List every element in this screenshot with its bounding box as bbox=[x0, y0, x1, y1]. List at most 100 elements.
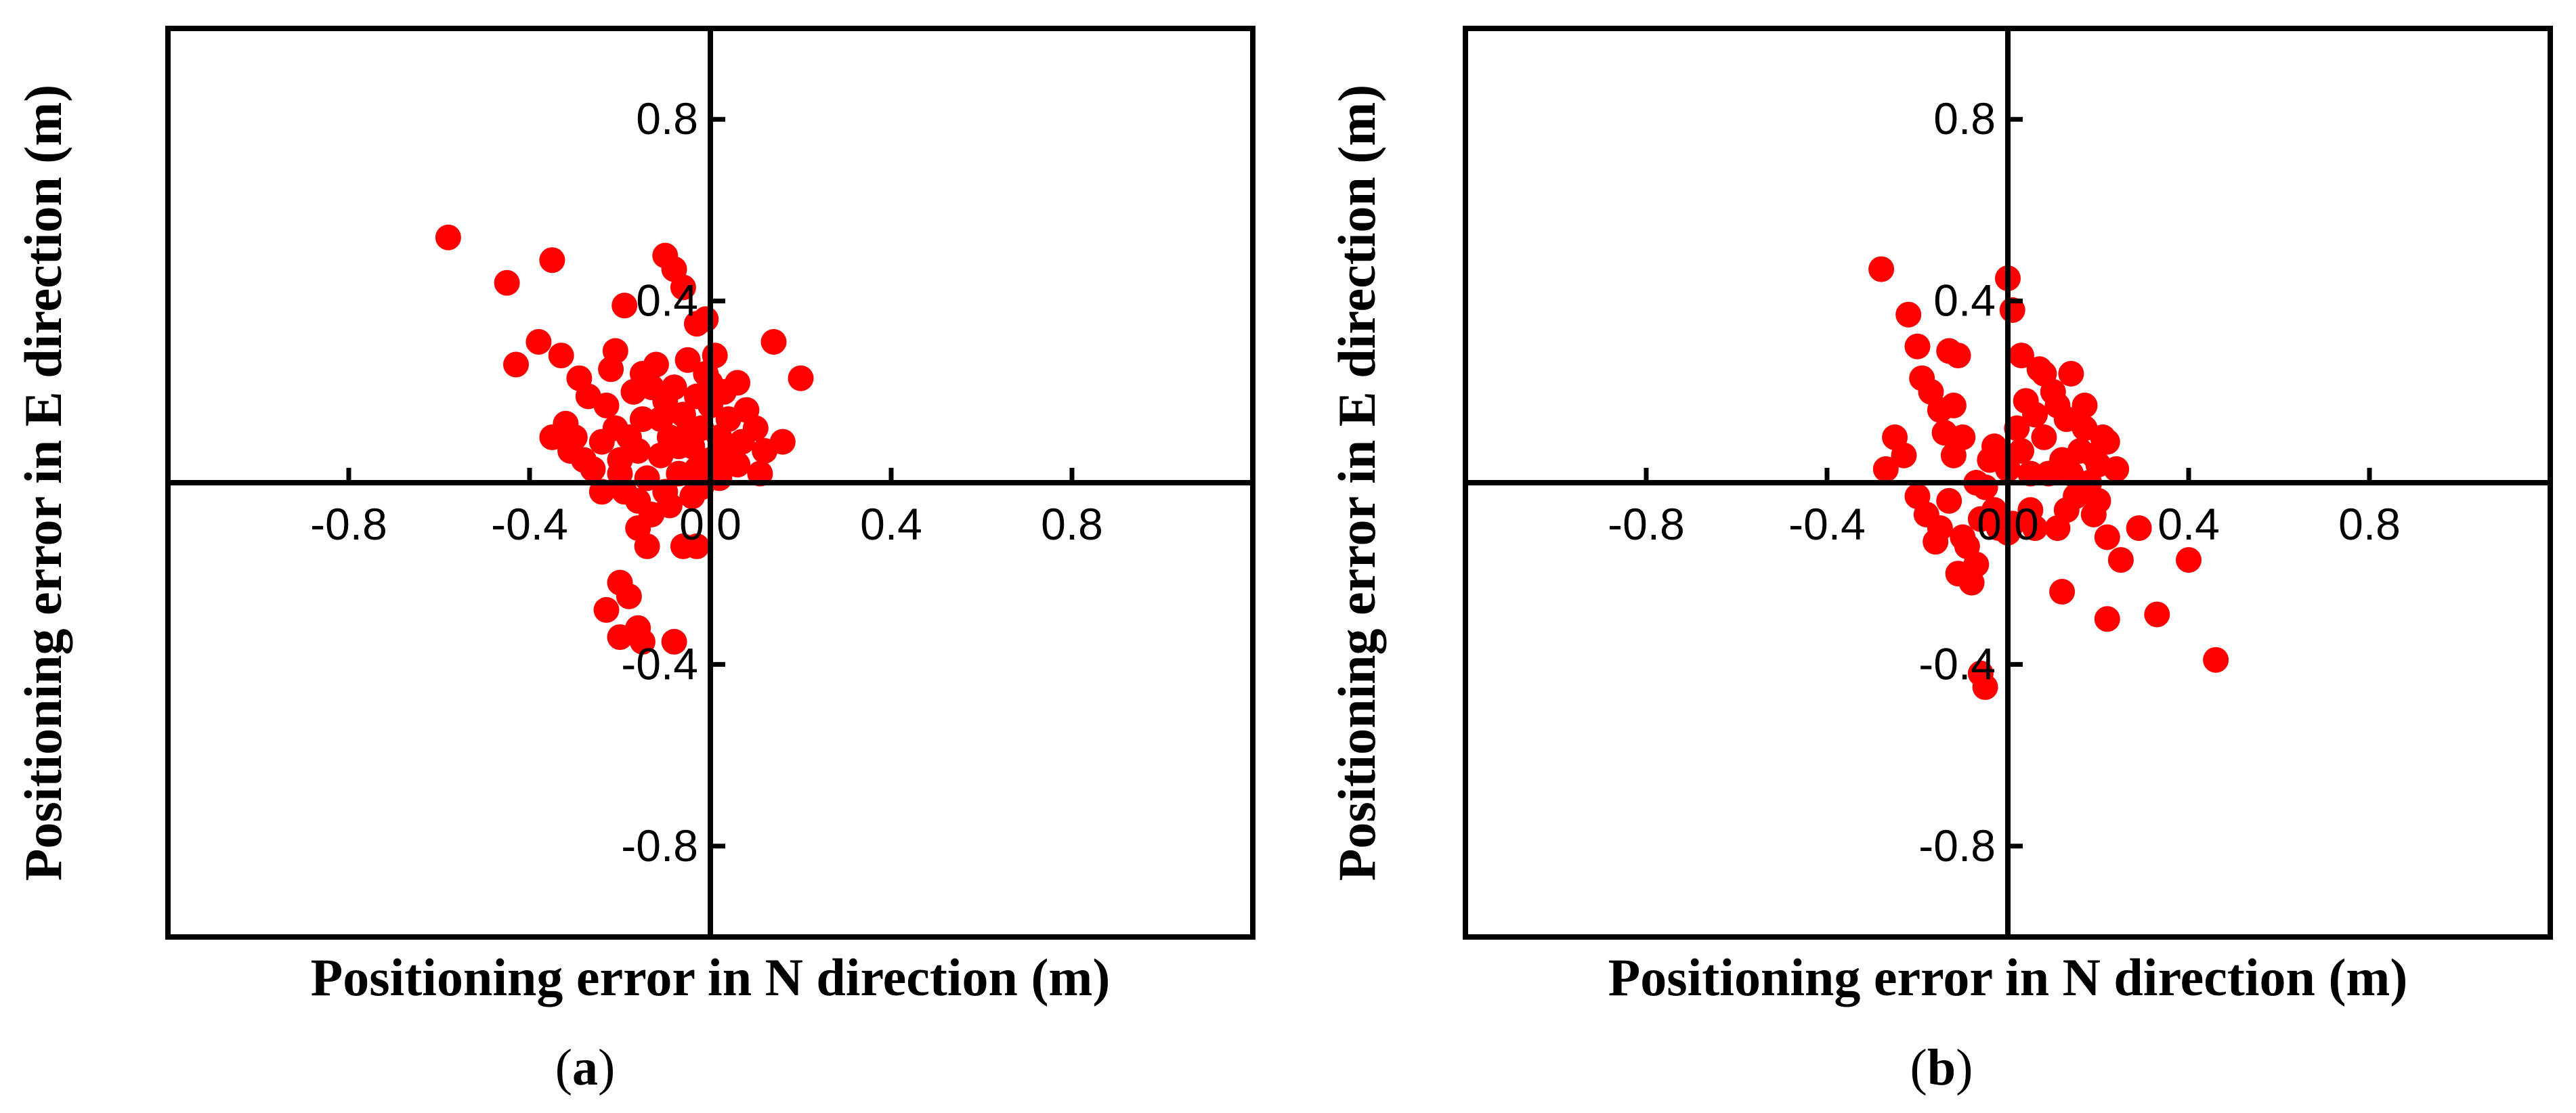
panel-b-data-point bbox=[1868, 256, 1895, 282]
panel-b-data-point bbox=[1963, 551, 1990, 577]
panel-b-chart: -0.8 -0.4 0.0 0.4 0.8 -0.8 -0.4 0.4 0.8 Position… bbox=[1327, 26, 2553, 1096]
panel-b-data-point bbox=[2176, 547, 2202, 573]
panel-b-data-point bbox=[1923, 529, 1949, 555]
panel-b-data-point bbox=[1891, 442, 1917, 468]
panel-a-data-point bbox=[494, 269, 520, 296]
panel-a-data-point bbox=[769, 429, 796, 455]
panel-b-data-point bbox=[2031, 424, 2057, 450]
panel-b-data-point bbox=[2126, 515, 2152, 542]
panel-b-data-point bbox=[2053, 497, 2080, 523]
panel-a-data-point bbox=[435, 224, 461, 250]
panel-a-x-tick-label: 0.0 bbox=[679, 499, 742, 549]
panel-a-data-point bbox=[525, 329, 552, 355]
panel-a-data-point bbox=[503, 351, 529, 378]
panel-b-data-point bbox=[2085, 487, 2111, 514]
panel-a-data-point bbox=[602, 338, 628, 364]
panel-b-y-tick-label: 0.4 bbox=[1933, 276, 1996, 326]
panel-a-data-point bbox=[548, 343, 574, 369]
panel-b-data-point bbox=[2044, 392, 2071, 418]
panel-a-y-axis-title: Positioning error in E direction (m) bbox=[14, 85, 72, 881]
panel-b-data-point bbox=[2009, 343, 2034, 369]
panel-b-data-point bbox=[1945, 343, 1971, 369]
panel-b-data-point bbox=[1931, 420, 1958, 446]
panel-a-data-point bbox=[788, 365, 814, 391]
panel-b-data-point bbox=[2203, 647, 2229, 673]
panel-a-data-point bbox=[629, 406, 656, 433]
panel-b-x-tick-label: -0.4 bbox=[1788, 499, 1866, 549]
panel-b-x-tick-label: 0.4 bbox=[2158, 499, 2220, 549]
panel-a-data-point bbox=[661, 374, 687, 401]
panel-b-data-point bbox=[1936, 487, 1962, 514]
panel-b-y-tick-label: -0.4 bbox=[1918, 638, 1996, 689]
panel-a-ticks: -0.8 -0.4 0.0 0.4 0.8 -0.8 -0.4 0.4 0.8 bbox=[310, 93, 1103, 871]
panel-b-data-point bbox=[2022, 515, 2048, 542]
panel-a-data-point bbox=[742, 415, 769, 441]
panel-b-data-point bbox=[2080, 442, 2107, 468]
panel-a-data-point bbox=[647, 406, 674, 433]
panel-a-data-point bbox=[566, 365, 593, 391]
panel-b-data-point bbox=[2094, 606, 2120, 632]
panel-a-y-tick-label: 0.8 bbox=[636, 93, 698, 144]
panel-a-data-point bbox=[702, 343, 728, 369]
panel-b-data-point bbox=[2103, 456, 2130, 482]
panel-b-data-point bbox=[1981, 497, 2007, 523]
panel-b-ticks: -0.8 -0.4 0.0 0.4 0.8 -0.8 -0.4 0.4 0.8 bbox=[1608, 93, 2401, 871]
panel-b-data-point bbox=[2058, 361, 2084, 387]
panel-a-points bbox=[435, 224, 814, 655]
panel-a-data-point bbox=[674, 420, 701, 446]
panel-b-data-point bbox=[2107, 547, 2134, 573]
panel-b-data-point bbox=[1895, 301, 1922, 328]
panel-b-caption: (b) bbox=[1910, 1039, 1973, 1096]
panel-a-y-tick-label: -0.8 bbox=[621, 821, 698, 871]
panel-a-data-point bbox=[639, 374, 665, 401]
panel-a-x-tick-label: -0.8 bbox=[310, 499, 387, 549]
panel-b-data-point bbox=[2022, 401, 2048, 428]
panel-a-data-point bbox=[539, 247, 565, 274]
panel-a-x-tick-label: 0.4 bbox=[860, 499, 922, 549]
panel-a-data-point bbox=[684, 533, 710, 559]
panel-a-caption: (a) bbox=[555, 1039, 616, 1096]
panel-b-data-point bbox=[1927, 397, 1953, 423]
panel-b-x-tick-label: -0.8 bbox=[1608, 499, 1685, 549]
panel-b-data-point bbox=[1904, 333, 1931, 359]
panel-a-chart: -0.8 -0.4 0.0 0.4 0.8 -0.8 -0.4 0.4 0.8 Position… bbox=[14, 26, 1255, 1096]
panel-b-points bbox=[1868, 256, 2229, 700]
panel-b-data-point bbox=[1950, 524, 1976, 550]
panel-b-y-axis-title: Positioning error in E direction (m) bbox=[1327, 85, 1386, 881]
panel-a-data-point bbox=[539, 424, 565, 450]
panel-b-data-point bbox=[1972, 674, 1998, 700]
panel-a-data-point bbox=[760, 329, 787, 355]
panel-a-data-point bbox=[593, 596, 620, 623]
panel-a-x-axis-title: Positioning error in N direction (m) bbox=[311, 948, 1111, 1007]
panel-a-data-point bbox=[611, 292, 638, 319]
panel-a-data-point bbox=[715, 442, 742, 468]
panel-b-data-point bbox=[2071, 392, 2098, 418]
panel-a-data-point bbox=[725, 370, 751, 396]
panel-a-x-tick-label: 0.8 bbox=[1041, 499, 1103, 549]
panel-b-x-tick-label: 0.8 bbox=[2338, 499, 2401, 549]
panel-a-data-point bbox=[656, 492, 683, 519]
panel-a-data-point bbox=[557, 438, 584, 464]
panel-b-data-point bbox=[2094, 524, 2120, 550]
panel-a-y-tick-label: 0.4 bbox=[636, 276, 698, 326]
panel-a-data-point bbox=[661, 628, 687, 655]
panel-b-x-tick-label: 0.0 bbox=[1977, 499, 2039, 549]
panel-b-data-point bbox=[2144, 601, 2170, 628]
panel-a-data-point bbox=[625, 515, 651, 542]
panel-a-data-point bbox=[670, 274, 696, 301]
panel-a-x-tick-label: -0.4 bbox=[491, 499, 568, 549]
panel-a-y-tick-label: -0.4 bbox=[621, 638, 698, 689]
panel-b-data-point bbox=[1872, 456, 1899, 482]
panel-a-data-point bbox=[616, 583, 642, 609]
panel-a-data-point bbox=[629, 628, 656, 655]
panel-b-data-point bbox=[2031, 361, 2057, 387]
panel-a-data-point bbox=[674, 347, 701, 373]
panel-b-y-tick-label: -0.8 bbox=[1918, 821, 1996, 871]
panel-a-data-point bbox=[625, 438, 651, 464]
panel-a-data-point bbox=[580, 456, 606, 482]
panel-b-data-point bbox=[2049, 579, 2076, 605]
panel-b-y-tick-label: 0.8 bbox=[1933, 93, 1996, 144]
panel-b-data-point bbox=[2009, 438, 2034, 464]
panel-b-x-axis-title: Positioning error in N direction (m) bbox=[1608, 948, 2408, 1007]
